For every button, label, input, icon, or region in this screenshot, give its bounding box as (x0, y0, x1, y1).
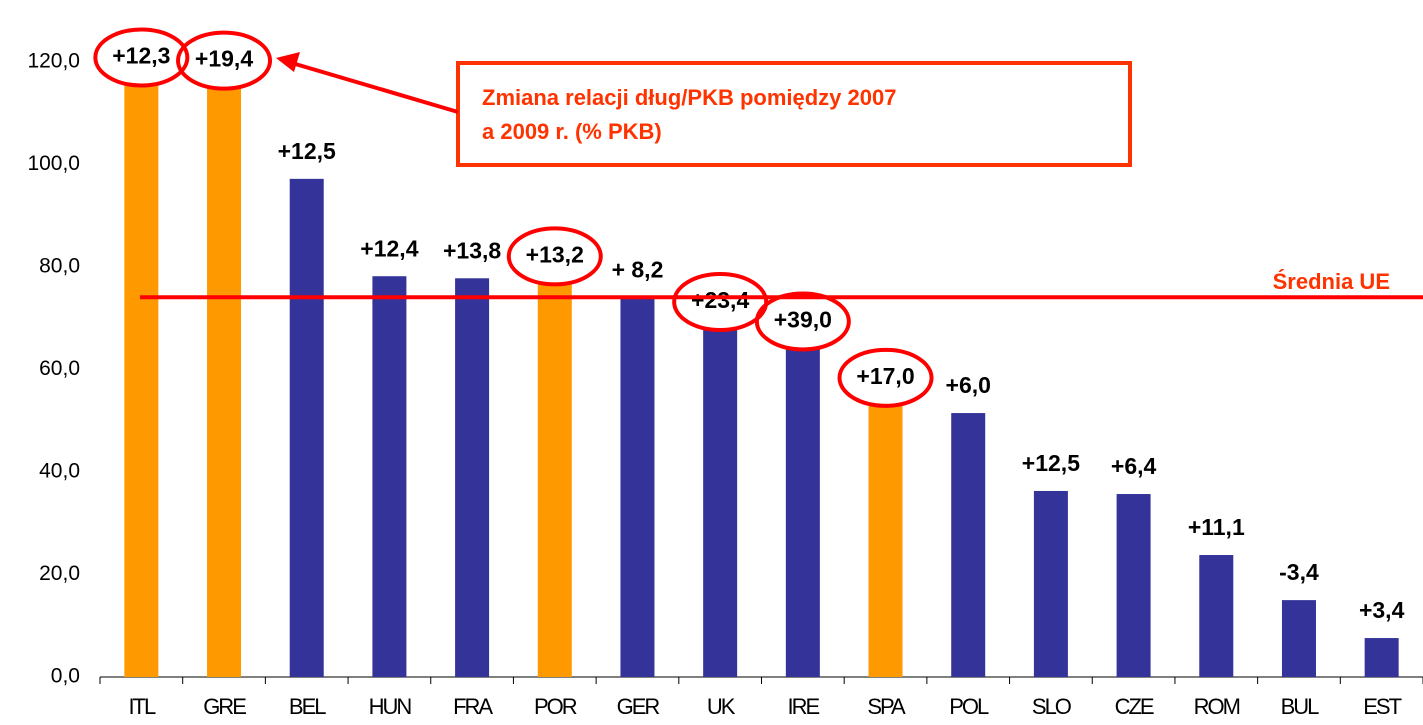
change-label: +23,4 (691, 287, 749, 313)
bar (785, 347, 820, 677)
change-label: -3,4 (1279, 559, 1319, 585)
x-tick-label: BUL (1281, 694, 1320, 719)
highlight-circle (672, 271, 769, 332)
reference-label: Średnia UE (1273, 269, 1390, 294)
x-tick-label: ITL (128, 694, 156, 719)
change-label: +12,3 (112, 43, 170, 69)
y-tick-label: 60,0 (39, 357, 80, 380)
y-tick-label: 100,0 (27, 152, 80, 175)
bar (1033, 490, 1068, 677)
change-label: +12,5 (1022, 450, 1080, 476)
x-tick-label: BEL (289, 694, 326, 719)
x-tick-label: POR (534, 694, 577, 719)
bar (1364, 638, 1399, 677)
change-label: +12,4 (360, 235, 418, 261)
change-label: +13,8 (443, 237, 501, 263)
x-tick-label: SPA (867, 694, 906, 719)
bar (207, 86, 242, 678)
bar (455, 278, 490, 677)
bar (289, 178, 324, 677)
x-tick-label: POL (949, 694, 989, 719)
bar (620, 297, 655, 677)
y-tick-label: 120,0 (27, 50, 80, 73)
x-tick-label: HUN (369, 694, 412, 719)
y-tick-label: 40,0 (39, 460, 80, 483)
x-tick-label: CZE (1115, 694, 1154, 719)
callout-arrow (291, 61, 459, 114)
x-tick-label: ROM (1194, 694, 1240, 719)
callout-text: a 2009 r. (% PKB) (482, 119, 662, 144)
y-tick-label: 20,0 (39, 562, 80, 585)
y-tick-label: 80,0 (39, 255, 80, 278)
change-label: +11,1 (1188, 514, 1245, 540)
y-tick-label: 0,0 (51, 665, 80, 688)
change-label: +39,0 (774, 307, 832, 333)
change-label: +19,4 (195, 46, 253, 72)
bar (1116, 494, 1151, 677)
callout-box (456, 61, 1132, 167)
x-tick-label: SLO (1032, 694, 1072, 719)
highlight-circle (93, 27, 190, 88)
highlight-circle (754, 291, 851, 352)
bar (124, 83, 159, 677)
callout-arrowhead (276, 52, 300, 72)
highlight-circle (176, 30, 273, 91)
bar (868, 403, 903, 677)
callout-text: Zmiana relacji dług/PKB pomiędzy 2007 (482, 85, 896, 110)
highlight-circle (506, 226, 603, 287)
bar (372, 276, 407, 677)
bar (951, 413, 986, 677)
change-label: +6,4 (1111, 453, 1157, 479)
change-label: +12,5 (278, 138, 336, 164)
bar (703, 327, 738, 677)
change-label: +3,4 (1359, 597, 1405, 623)
highlight-circle (837, 347, 934, 408)
change-label: +13,2 (526, 241, 584, 267)
change-label: + 8,2 (612, 256, 664, 282)
x-tick-label: UK (707, 694, 736, 719)
x-tick-label: FRA (453, 694, 493, 719)
change-label: +17,0 (856, 363, 914, 389)
x-tick-label: GER (617, 694, 660, 719)
x-tick-label: GRE (203, 694, 246, 719)
bar (1199, 555, 1234, 677)
bar (1281, 600, 1316, 677)
x-tick-label: EST (1363, 694, 1401, 719)
change-label: +6,0 (946, 372, 991, 398)
x-tick-label: IRE (788, 694, 820, 719)
bar (537, 282, 572, 677)
